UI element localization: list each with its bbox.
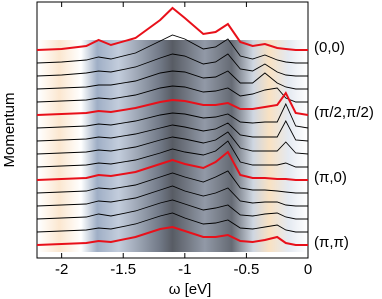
- spectrum-line: [36, 91, 309, 116]
- x-tick-label: -0.5: [233, 261, 259, 278]
- spectrum-line: [36, 70, 308, 90]
- spectrum-line: [36, 170, 308, 194]
- frame: [36, 1, 309, 259]
- x-tick-label: -1: [178, 261, 191, 278]
- spectrum-line: [36, 212, 308, 233]
- y-axis-label: Momentum: [1, 92, 18, 167]
- curve-label: (0,0): [314, 39, 345, 56]
- curve-label: (π,π): [314, 234, 349, 251]
- spectrum-line: [36, 53, 308, 77]
- curve-label: (π,0): [314, 169, 347, 186]
- spectrum-line: [36, 120, 309, 142]
- spectrum-line: [36, 85, 308, 103]
- x-axis-label: ω [eV]: [169, 281, 212, 298]
- spectrum-line: [36, 185, 308, 207]
- spectrum-line: [36, 6, 308, 51]
- spectrum-line: [36, 150, 308, 181]
- x-tick-label: -2: [55, 261, 68, 278]
- x-tick-label: -1.5: [110, 261, 136, 278]
- spectrum-line: [36, 225, 308, 246]
- spectrum-line: [36, 34, 308, 64]
- curve-label: (π/2,π/2): [314, 104, 374, 121]
- x-tick-label: 0: [304, 261, 312, 278]
- spectrum-line: [36, 102, 309, 129]
- heatmap: [38, 40, 307, 252]
- spectrum-line: [36, 199, 308, 220]
- spectrum-line: [36, 140, 308, 168]
- spectrum-line: [36, 131, 309, 155]
